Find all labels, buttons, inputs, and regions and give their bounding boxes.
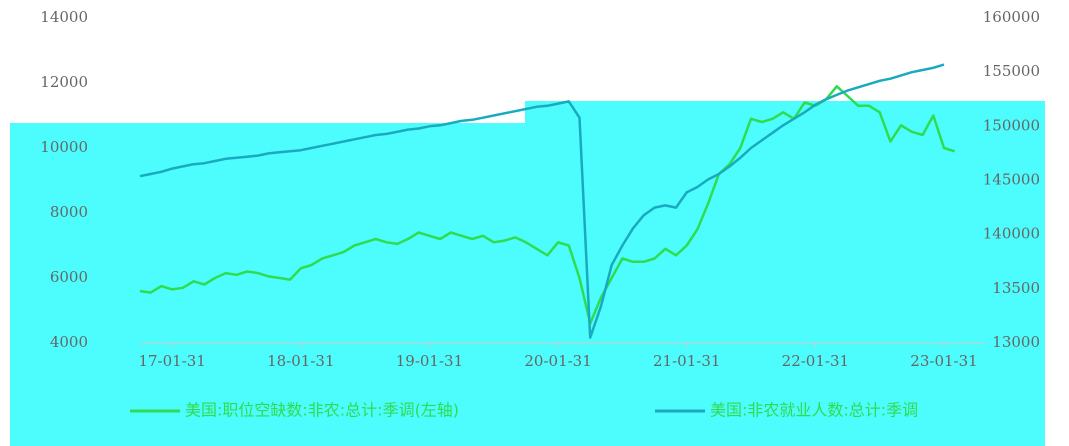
- legend-label: 美国:职位空缺数:非农:总计:季调(左轴): [185, 401, 459, 420]
- legend-label: 美国:非农就业人数:总计:季调: [710, 401, 918, 420]
- x-tick-label: 21-01-31: [653, 352, 720, 370]
- y-tick-label: 12000: [40, 73, 88, 91]
- y-tick-label: 4000: [50, 333, 88, 351]
- y2-tick-label: 13000: [992, 333, 1040, 351]
- x-tick-label: 20-01-31: [524, 352, 591, 370]
- y2-tick-label: 160000: [983, 8, 1040, 26]
- y2-tick-label: 150000: [983, 116, 1040, 134]
- series-line: [139, 63, 945, 339]
- y2-tick-label: 13500: [992, 279, 1040, 297]
- y-tick-label: 10000: [40, 138, 88, 156]
- y2-tick-label: 140000: [983, 225, 1040, 243]
- y2-tick-label: 145000: [983, 171, 1040, 189]
- y-tick-label: 14000: [40, 8, 88, 26]
- y2-tick-label: 155000: [983, 62, 1040, 80]
- x-tick-label: 19-01-31: [396, 352, 463, 370]
- x-tick-label: 23-01-31: [910, 352, 977, 370]
- x-tick-label: 22-01-31: [782, 352, 849, 370]
- y-tick-label: 8000: [50, 203, 88, 221]
- x-tick-label: 17-01-31: [138, 352, 205, 370]
- y-tick-label: 6000: [50, 268, 88, 286]
- x-tick-label: 18-01-31: [267, 352, 334, 370]
- background-panel: [10, 101, 1045, 446]
